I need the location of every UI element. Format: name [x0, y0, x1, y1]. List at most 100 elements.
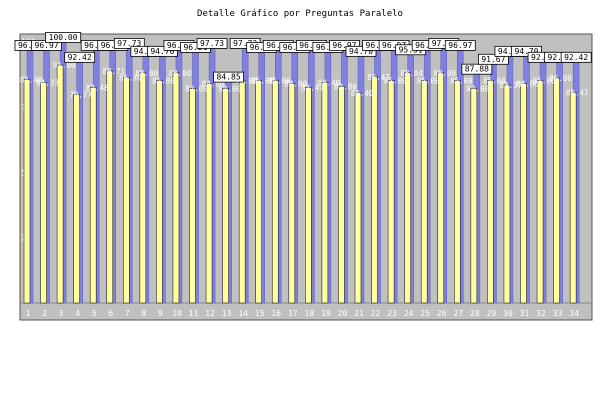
x-tick-label: 20 — [338, 309, 348, 318]
bar-series2 — [470, 88, 478, 304]
data-label-text: 96.97 — [415, 41, 439, 50]
data-label-series2: 86.47 — [367, 73, 390, 82]
data-label-series2: 88.00 — [136, 69, 159, 78]
x-tick-label: 15 — [255, 309, 265, 318]
x-tick-label: 3 — [59, 309, 64, 318]
data-label-text: 100.00 — [49, 33, 78, 42]
data-label-text: 96.97 — [299, 41, 323, 50]
bar-series2 — [139, 72, 147, 304]
x-tick-label: 7 — [125, 309, 130, 318]
chart-title: Detalle Gráfico por Preguntas Paralelo — [197, 9, 403, 19]
data-label-text: 94.70 — [498, 47, 522, 56]
bar-series2 — [520, 83, 527, 304]
data-label-series2: 85.00 — [384, 77, 407, 86]
data-label-text: 96.97 — [101, 41, 125, 50]
data-label-series2: 80.47 — [566, 89, 589, 98]
x-tick-label: 29 — [487, 309, 497, 318]
bar-series2 — [156, 80, 163, 304]
bar-series2 — [387, 80, 395, 304]
data-label-text: 92.42 — [548, 53, 572, 62]
bar-series2 — [205, 83, 213, 304]
x-tick-label: 30 — [503, 309, 513, 318]
data-label-text: 96.97 — [84, 41, 108, 50]
data-label-series2: 86.30 — [119, 73, 142, 82]
x-tick-label: 33 — [553, 309, 563, 318]
data-label-text: 94.70 — [150, 47, 174, 56]
data-label-text: 96.97 — [332, 41, 356, 50]
x-tick-label: 24 — [404, 309, 414, 318]
bar-series2 — [453, 80, 461, 304]
bar-series2 — [73, 94, 80, 304]
bar-series2 — [404, 72, 411, 304]
data-label-series1: 100.00 — [45, 32, 82, 43]
data-label-series2: 85.00 — [450, 77, 473, 86]
data-label-series2: 88.00 — [433, 69, 456, 78]
data-label-series2: 84.00 — [285, 79, 308, 88]
bar-series2 — [56, 64, 64, 304]
data-label-text: 91.67 — [481, 55, 505, 64]
data-label-series2: 85.00 — [251, 77, 274, 86]
bar-series2 — [123, 77, 130, 304]
bar-series2 — [40, 82, 47, 304]
data-label-series2: 82.80 — [334, 82, 357, 91]
bar-series2 — [305, 86, 312, 304]
data-label-text: 92.42 — [531, 53, 555, 62]
data-label-series2: 88.71 — [102, 67, 125, 76]
bar-series2 — [89, 87, 97, 304]
x-tick-label: 13 — [222, 309, 232, 318]
x-tick-label: 5 — [92, 309, 97, 318]
bar-series2 — [354, 92, 362, 304]
data-label-text: 94.70 — [134, 47, 158, 56]
bar-series2 — [536, 80, 544, 304]
data-label-text: 96.97 — [382, 41, 406, 50]
data-label-series1: 92.42 — [560, 51, 592, 63]
data-label-text: 96.97 — [18, 41, 42, 50]
bar-series2 — [503, 84, 511, 304]
data-label-box — [146, 45, 178, 57]
data-label-series1: 94.70 — [511, 45, 542, 57]
x-tick-label: 18 — [305, 309, 315, 318]
bar-series2 — [23, 79, 31, 304]
x-tick-label: 11 — [189, 309, 199, 318]
x-tick-label: 32 — [536, 309, 546, 318]
data-label-text: 96.21 — [183, 43, 207, 52]
bar-series2 — [371, 76, 378, 304]
bar-series2 — [189, 88, 196, 304]
data-label-text: 96.97 — [448, 41, 472, 50]
data-label-text: 96.97 — [35, 41, 59, 50]
data-label-text: 96.21 — [250, 43, 274, 52]
bar-series2 — [321, 81, 329, 304]
data-label-series2: 80.40 — [351, 89, 374, 98]
data-label-series2: 85.00 — [533, 77, 556, 86]
data-label-box — [444, 40, 476, 51]
data-label-text: 97.73 — [432, 39, 456, 48]
data-label-box — [64, 51, 96, 63]
bar-series2 — [288, 83, 296, 304]
data-label-text: 92.42 — [68, 53, 92, 62]
data-label-text: 96.21 — [283, 43, 307, 52]
data-label-text: 95.31 — [399, 45, 423, 54]
data-label-series2: 85.00 — [417, 77, 440, 86]
bar-series2 — [222, 88, 229, 304]
data-label-text: 94.70 — [349, 47, 373, 56]
bar-series2 — [420, 80, 428, 304]
data-label-text: 96.97 — [266, 41, 290, 50]
bar-series2 — [106, 70, 114, 304]
data-label-box — [113, 38, 145, 49]
data-label-box — [461, 63, 493, 75]
x-tick-label: 31 — [520, 309, 530, 318]
data-label-box — [477, 53, 509, 65]
bar-series2 — [238, 80, 246, 304]
bar-series2 — [553, 77, 560, 304]
bar-series2 — [437, 72, 445, 304]
data-label-series2: 91.00 — [53, 61, 76, 70]
data-label-text: 84.85 — [217, 73, 241, 82]
data-label-series1: 96.97 — [444, 40, 476, 51]
data-label-series2: 85.04 — [483, 77, 506, 86]
data-label-text: 96.97 — [366, 41, 390, 50]
data-label-series2: 82.00 — [185, 85, 208, 94]
data-label-series1: 97.73 — [196, 38, 228, 49]
bar-series2 — [338, 86, 345, 304]
data-label-series2: 79.77 — [69, 90, 92, 99]
